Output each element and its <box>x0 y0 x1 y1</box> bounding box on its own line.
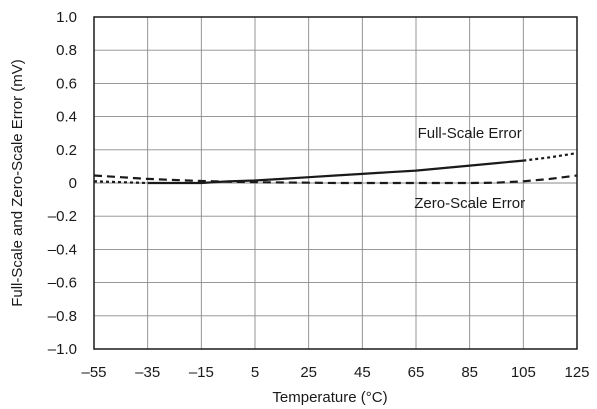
x-tick-label: –55 <box>81 364 106 381</box>
annotation-label: Full-Scale Error <box>418 125 522 142</box>
series-layer <box>93 152 578 185</box>
x-tick-label: 85 <box>461 364 478 381</box>
full-scale-error-line <box>147 159 524 185</box>
x-tick-label: 65 <box>408 364 425 381</box>
zero-scale-error-line <box>93 174 578 185</box>
y-tick-label: –0.6 <box>48 275 77 292</box>
y-tick-label: –1.0 <box>48 341 77 358</box>
x-tick-label: 5 <box>251 364 259 381</box>
y-axis-title: Full-Scale and Zero-Scale Error (mV) <box>9 59 26 307</box>
plot-frame <box>93 16 578 350</box>
annotations: Full-Scale Error Zero-Scale Error <box>414 125 525 212</box>
annotation-label: Zero-Scale Error <box>414 195 525 212</box>
y-tick-label: 0.8 <box>56 42 77 59</box>
full-scale-error-line <box>93 180 148 185</box>
y-tick-label: –0.8 <box>48 308 77 325</box>
y-tick-label: 0.6 <box>56 75 77 92</box>
x-tick-label: 105 <box>511 364 536 381</box>
y-tick-label: 0.2 <box>56 142 77 159</box>
y-tick-label: –0.4 <box>48 241 77 258</box>
x-tick-label: 125 <box>564 364 589 381</box>
x-tick-label: –35 <box>135 364 160 381</box>
x-tick-label: 25 <box>300 364 317 381</box>
y-tick-labels: 1.0 0.8 0.6 0.4 0.2 0 –0.2 –0.4 –0.6 –0.8 –1.0 <box>48 9 77 358</box>
x-tick-label: 45 <box>354 364 371 381</box>
x-axis-title: Temperature (°C) <box>272 389 387 406</box>
y-tick-label: 0.4 <box>56 109 77 126</box>
y-tick-label: –0.2 <box>48 208 77 225</box>
x-tick-labels: –55 –35 –15 5 25 45 65 85 105 125 <box>81 364 589 381</box>
y-tick-label: 1.0 <box>56 9 77 26</box>
x-tick-label: –15 <box>189 364 214 381</box>
full-scale-error-line <box>523 152 578 162</box>
y-tick-label: 0 <box>69 175 77 192</box>
